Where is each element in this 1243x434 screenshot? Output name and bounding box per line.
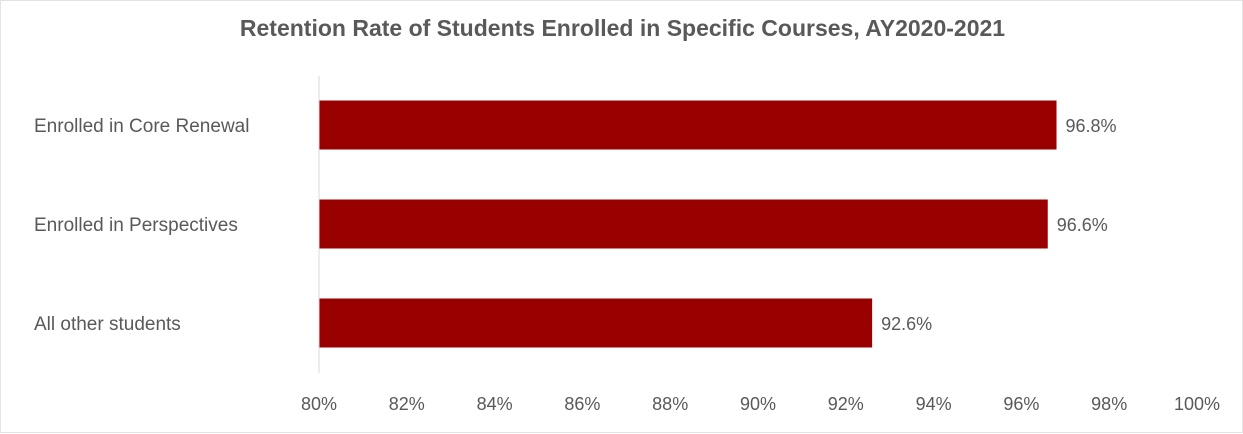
x-tick-label: 86% bbox=[564, 394, 600, 414]
bar-0 bbox=[319, 100, 1057, 150]
x-tick-label: 82% bbox=[389, 394, 425, 414]
x-tick-label: 80% bbox=[301, 394, 337, 414]
labels-layer: Enrolled in Core Renewal 96.8% Enrolled in… bbox=[34, 116, 1117, 335]
x-tick-label: 94% bbox=[916, 394, 952, 414]
bar-1 bbox=[319, 199, 1048, 249]
x-tick-label: 98% bbox=[1091, 394, 1127, 414]
category-label: All other students bbox=[34, 314, 181, 335]
data-label: 96.6% bbox=[1057, 215, 1108, 235]
x-tick-label: 100% bbox=[1174, 394, 1220, 414]
x-tick-label: 96% bbox=[1003, 394, 1039, 414]
bar-2 bbox=[319, 298, 873, 348]
data-label: 96.8% bbox=[1066, 116, 1117, 136]
x-axis-ticks: 80% 82% 84% 86% 88% 90% 92% 94% 96% 98% 100% bbox=[301, 394, 1220, 414]
x-tick-label: 92% bbox=[828, 394, 864, 414]
x-tick-label: 84% bbox=[477, 394, 513, 414]
bars-layer bbox=[319, 100, 1057, 348]
chart-title: Retention Rate of Students Enrolled in S… bbox=[239, 15, 1006, 41]
category-label: Enrolled in Perspectives bbox=[34, 215, 238, 236]
data-label: 92.6% bbox=[881, 314, 932, 334]
x-tick-label: 88% bbox=[652, 394, 688, 414]
category-label: Enrolled in Core Renewal bbox=[34, 116, 249, 137]
x-tick-label: 90% bbox=[740, 394, 776, 414]
